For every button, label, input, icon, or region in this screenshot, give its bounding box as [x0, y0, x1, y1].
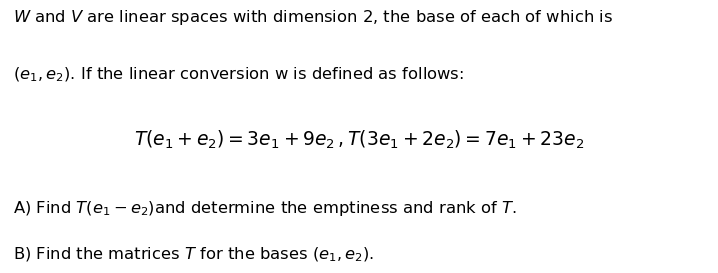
Text: $W$ and $V$ are linear spaces with dimension 2, the base of each of which is: $W$ and $V$ are linear spaces with dimen… [13, 8, 613, 27]
Text: A) Find $T(e_1 - e_2)$and determine the emptiness and rank of $T$.: A) Find $T(e_1 - e_2)$and determine the … [13, 199, 516, 218]
Text: $(e_1, e_2)$. If the linear conversion w is defined as follows:: $(e_1, e_2)$. If the linear conversion w… [13, 66, 464, 84]
Text: $T(e_1 + e_2) = 3e_1 + 9e_2\,,T(3e_1 + 2e_2) = 7e_1 + 23e_2$: $T(e_1 + e_2) = 3e_1 + 9e_2\,,T(3e_1 + 2… [134, 128, 584, 151]
Text: B) Find the matrices $T$ for the bases $(e_1, e_2)$.: B) Find the matrices $T$ for the bases $… [13, 246, 374, 264]
